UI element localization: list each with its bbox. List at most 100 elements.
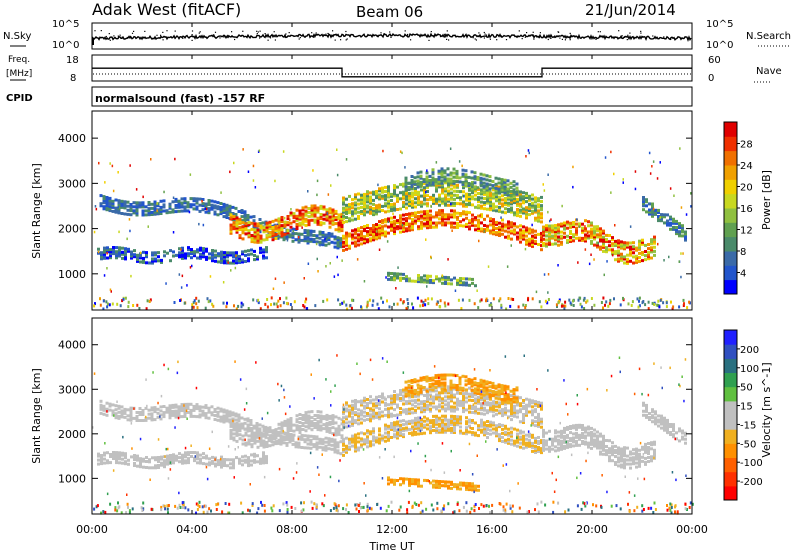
heatmap-cell xyxy=(145,251,148,255)
heatmap-cell xyxy=(102,408,106,412)
heatmap-cell xyxy=(247,223,251,227)
heatmap-cell xyxy=(369,191,372,195)
heatmap-cell xyxy=(378,407,381,411)
heatmap-cell xyxy=(322,417,326,421)
heatmap-cell xyxy=(277,231,281,235)
heatmap-cell xyxy=(153,418,157,422)
heatmap-cell xyxy=(396,208,399,211)
heatmap-cell xyxy=(371,303,374,307)
heatmap-cell xyxy=(450,213,453,217)
heatmap-cell xyxy=(441,223,444,227)
nsearch-point xyxy=(144,30,146,32)
heatmap-cell xyxy=(318,439,322,443)
heatmap-cell xyxy=(519,431,522,435)
heatmap-cell xyxy=(354,441,357,445)
heatmap-cell xyxy=(596,243,599,247)
heatmap-cell xyxy=(393,186,396,190)
heatmap-cell xyxy=(644,444,647,448)
heatmap-cell xyxy=(479,299,482,303)
heatmap-cell xyxy=(363,241,366,245)
heatmap-cell xyxy=(500,188,504,192)
heatmap-cell xyxy=(569,445,572,449)
heatmap-cell xyxy=(298,215,302,219)
heatmap-cell xyxy=(542,428,545,432)
heatmap-cell xyxy=(678,429,681,433)
heatmap-cell xyxy=(608,302,611,306)
heatmap-cell xyxy=(339,241,343,245)
heatmap-cell xyxy=(232,221,236,225)
heatmap-cell xyxy=(345,243,348,247)
heatmap-cell xyxy=(638,247,641,251)
heatmap-cell xyxy=(540,407,543,411)
heatmap-cell xyxy=(199,248,202,252)
heatmap-cell xyxy=(483,224,486,227)
heatmap-cell xyxy=(381,194,384,198)
heatmap-cell xyxy=(213,212,217,216)
heatmap-cell xyxy=(492,410,495,414)
heatmap-cell xyxy=(554,224,557,227)
heatmap-cell xyxy=(390,426,393,429)
heatmap-cell xyxy=(444,416,447,420)
heatmap-cell xyxy=(216,406,220,410)
heatmap-cell xyxy=(225,409,229,413)
noise-left-bottom-tick: 10^0 xyxy=(52,40,79,51)
heatmap-cell xyxy=(144,418,148,422)
heatmap-cell xyxy=(650,238,653,242)
heatmap-cell xyxy=(204,204,208,208)
heatmap-cell xyxy=(205,247,208,251)
heatmap-cell xyxy=(301,208,305,212)
heatmap-cell xyxy=(369,399,372,403)
heatmap-cell xyxy=(504,223,507,227)
heatmap-cell xyxy=(114,198,118,202)
heatmap-cell xyxy=(637,305,640,309)
heatmap-cell xyxy=(265,248,268,252)
heatmap-cell xyxy=(641,455,644,459)
heatmap-cell xyxy=(534,235,537,239)
heatmap-cell xyxy=(651,414,654,418)
heatmap-cell xyxy=(660,420,663,424)
heatmap-cell xyxy=(121,252,124,256)
heatmap-cell xyxy=(507,437,510,441)
heatmap-cell xyxy=(249,215,253,219)
heatmap-cell xyxy=(331,420,335,424)
heatmap-cell xyxy=(390,272,393,275)
heatmap-cell xyxy=(328,430,332,434)
heatmap-cell xyxy=(444,424,447,428)
heatmap-cell xyxy=(420,299,423,303)
heatmap-cell xyxy=(386,299,388,303)
heatmap-cell xyxy=(447,420,450,424)
heatmap-cell xyxy=(507,439,510,443)
heatmap-cell xyxy=(642,198,645,202)
heatmap-cell xyxy=(534,204,537,208)
heatmap-cell xyxy=(420,188,423,192)
heatmap-cell xyxy=(638,458,641,462)
heatmap-cell xyxy=(180,405,184,409)
heatmap-cell xyxy=(238,427,242,431)
heatmap-cell xyxy=(310,420,314,424)
heatmap-cell xyxy=(138,411,142,414)
heatmap-cell xyxy=(378,427,381,431)
heatmap-cell xyxy=(620,242,623,246)
heatmap-cell xyxy=(464,169,468,173)
heatmap-cell xyxy=(428,179,432,182)
heatmap-cell xyxy=(605,449,608,453)
heatmap-cell xyxy=(682,298,685,302)
heatmap-cell xyxy=(171,210,175,214)
heatmap-cell xyxy=(513,211,516,215)
heatmap-cell xyxy=(250,234,254,237)
heatmap-cell xyxy=(563,225,566,229)
heatmap-cell xyxy=(408,214,411,218)
heatmap-cell xyxy=(404,184,408,188)
heatmap-cell xyxy=(465,422,468,426)
heatmap-cell xyxy=(166,251,169,255)
heatmap-cell xyxy=(509,189,513,193)
heatmap-cell xyxy=(480,402,483,406)
heatmap-cell xyxy=(357,408,360,412)
heatmap-cell xyxy=(271,431,275,435)
heatmap-cell xyxy=(551,228,554,232)
heatmap-cell xyxy=(402,433,405,437)
heatmap-cell xyxy=(381,196,384,200)
heatmap-cell xyxy=(492,408,495,412)
heatmap-cell xyxy=(310,212,314,216)
heatmap-cell xyxy=(316,257,318,261)
